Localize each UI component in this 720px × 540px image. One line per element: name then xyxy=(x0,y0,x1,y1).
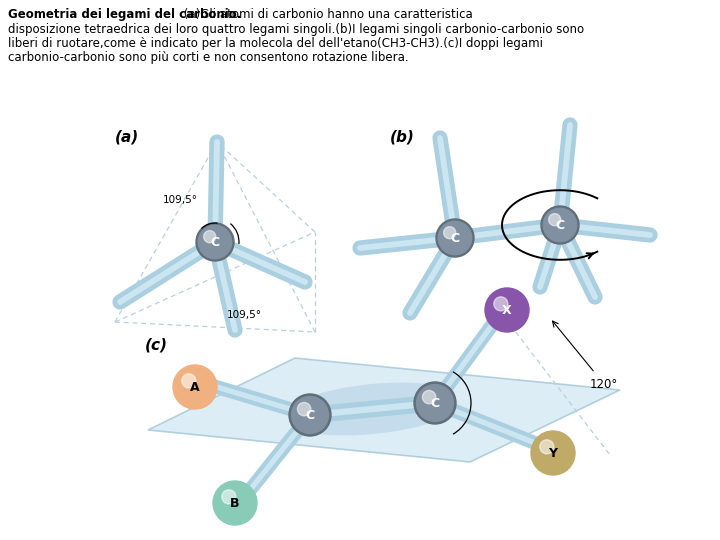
Polygon shape xyxy=(148,358,620,462)
Text: X: X xyxy=(502,304,512,317)
Ellipse shape xyxy=(300,382,445,415)
Circle shape xyxy=(416,384,454,422)
Circle shape xyxy=(487,291,526,329)
Text: C: C xyxy=(451,232,459,245)
Circle shape xyxy=(534,434,572,472)
Text: liberi di ruotare,come è indicato per la molecola del dell'etano(CH3-CH3).(c)I d: liberi di ruotare,come è indicato per la… xyxy=(8,37,543,50)
Text: (c): (c) xyxy=(145,338,168,353)
Text: (a)Gli atomi di carbonio hanno una caratteristica: (a)Gli atomi di carbonio hanno una carat… xyxy=(180,8,472,21)
Circle shape xyxy=(204,231,216,243)
Circle shape xyxy=(541,206,579,244)
Circle shape xyxy=(423,390,436,404)
Circle shape xyxy=(540,440,554,454)
Text: A: A xyxy=(190,381,200,394)
Circle shape xyxy=(216,484,254,522)
Text: Y: Y xyxy=(549,447,557,460)
Circle shape xyxy=(414,382,456,424)
Text: C: C xyxy=(431,397,440,410)
Circle shape xyxy=(196,223,234,261)
Text: Geometria dei legami del carbonio.: Geometria dei legami del carbonio. xyxy=(8,8,241,21)
Circle shape xyxy=(222,490,236,504)
Circle shape xyxy=(436,219,474,257)
Circle shape xyxy=(438,221,472,255)
Circle shape xyxy=(544,208,577,242)
Text: (a): (a) xyxy=(115,130,139,145)
Text: 120°: 120° xyxy=(590,379,618,392)
Text: B: B xyxy=(230,497,240,510)
Circle shape xyxy=(292,396,328,434)
Text: 109,5°: 109,5° xyxy=(227,310,262,320)
Circle shape xyxy=(485,288,529,332)
Circle shape xyxy=(176,368,215,407)
Ellipse shape xyxy=(300,402,445,435)
Circle shape xyxy=(181,374,196,388)
Text: C: C xyxy=(555,219,564,232)
Text: disposizione tetraedrica dei loro quattro legami singoli.(b)I legami singoli car: disposizione tetraedrica dei loro quattr… xyxy=(8,23,584,36)
Circle shape xyxy=(531,431,575,475)
Circle shape xyxy=(297,402,311,416)
Circle shape xyxy=(173,365,217,409)
Circle shape xyxy=(549,214,561,226)
Text: C: C xyxy=(305,409,315,422)
Circle shape xyxy=(444,227,456,239)
Text: carbonio-carbonio sono più corti e non consentono rotazione libera.: carbonio-carbonio sono più corti e non c… xyxy=(8,51,409,64)
Text: 109,5°: 109,5° xyxy=(163,195,198,205)
Circle shape xyxy=(494,297,508,311)
Circle shape xyxy=(213,481,257,525)
Text: C: C xyxy=(210,236,220,249)
Text: (b): (b) xyxy=(390,130,415,145)
Circle shape xyxy=(198,225,232,259)
Circle shape xyxy=(289,394,331,436)
